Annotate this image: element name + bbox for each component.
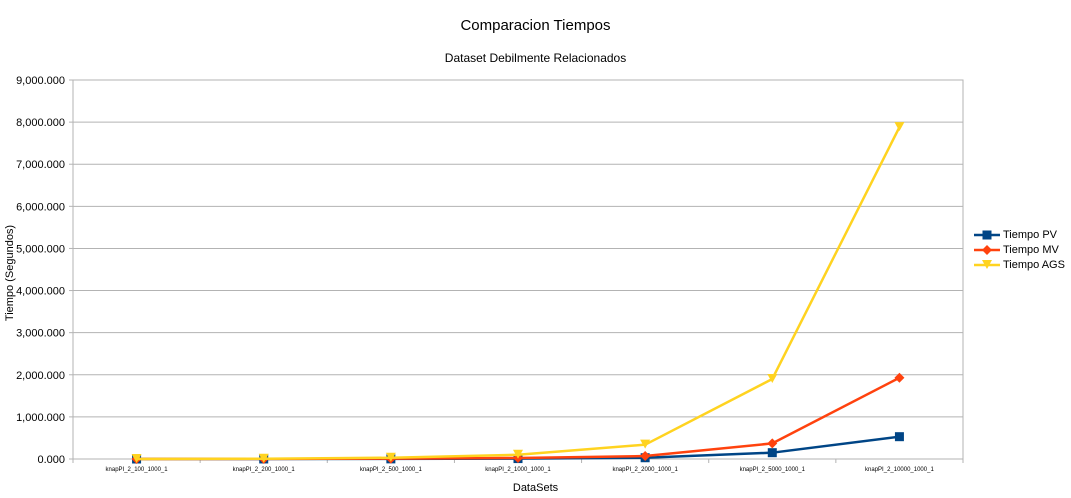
y-axis-label: Tiempo (Segundos) <box>4 224 16 322</box>
x-tick-label: knapPI_2_2000_1000_1 <box>612 467 678 473</box>
x-tick-label: knapPI_2_1000_1000_1 <box>485 467 551 473</box>
legend-swatch <box>974 244 1000 255</box>
x-axis-label: DataSets <box>512 482 559 494</box>
legend-item: Tiempo AGS <box>974 257 1065 272</box>
legend-item: Tiempo MV <box>974 242 1065 257</box>
y-tick-label: 2,000.000 <box>16 370 65 382</box>
y-tick-label: 6,000.000 <box>16 201 65 213</box>
data-point <box>131 453 142 463</box>
chart-title: Comparacion Tiempos <box>460 17 611 34</box>
data-point <box>513 449 523 459</box>
data-point <box>894 432 904 442</box>
y-tick-label: 9,000.000 <box>16 75 65 87</box>
y-tick-label: 7,000.000 <box>16 159 65 171</box>
y-tick-label: 4,000.000 <box>16 286 65 298</box>
x-tick-label: knapPI_2_5000_1000_1 <box>740 467 806 473</box>
data-point <box>385 452 396 462</box>
data-point <box>767 438 778 449</box>
data-point <box>640 439 651 449</box>
data-point <box>894 122 905 132</box>
y-tick-label: 5,000.000 <box>16 243 65 255</box>
chart-subtitle: Dataset Debilmente Relacionados <box>444 51 627 65</box>
legend-label: Tiempo AGS <box>1003 258 1065 271</box>
data-point <box>894 372 905 383</box>
x-tick-label: knapPI_2_10000_1000_1 <box>865 467 934 473</box>
data-point <box>767 448 777 458</box>
series-line <box>136 376 901 461</box>
legend-item: Tiempo PV <box>974 227 1065 242</box>
y-tick-label: 1,000.000 <box>16 412 65 424</box>
x-tick-label: knapPI_2_500_1000_1 <box>360 467 423 473</box>
plot-border <box>72 79 964 460</box>
data-point <box>258 453 269 463</box>
x-tick-label: knapPI_2_200_1000_1 <box>233 467 296 473</box>
series-line <box>136 126 901 461</box>
legend-swatch <box>974 259 1000 269</box>
legend-swatch <box>974 230 1000 239</box>
y-tick-label: 0.000 <box>37 454 65 466</box>
x-tick-label: knapPI_2_100_1000_1 <box>106 467 169 473</box>
data-point <box>640 451 651 462</box>
data-point <box>767 373 778 383</box>
y-tick-label: 8,000.000 <box>16 117 65 129</box>
legend-label: Tiempo PV <box>1003 228 1058 241</box>
legend-label: Tiempo MV <box>1003 243 1059 256</box>
y-tick-label: 3,000.000 <box>16 328 65 340</box>
legend: Tiempo PV Tiempo MV Tiempo AGS <box>974 227 1065 272</box>
